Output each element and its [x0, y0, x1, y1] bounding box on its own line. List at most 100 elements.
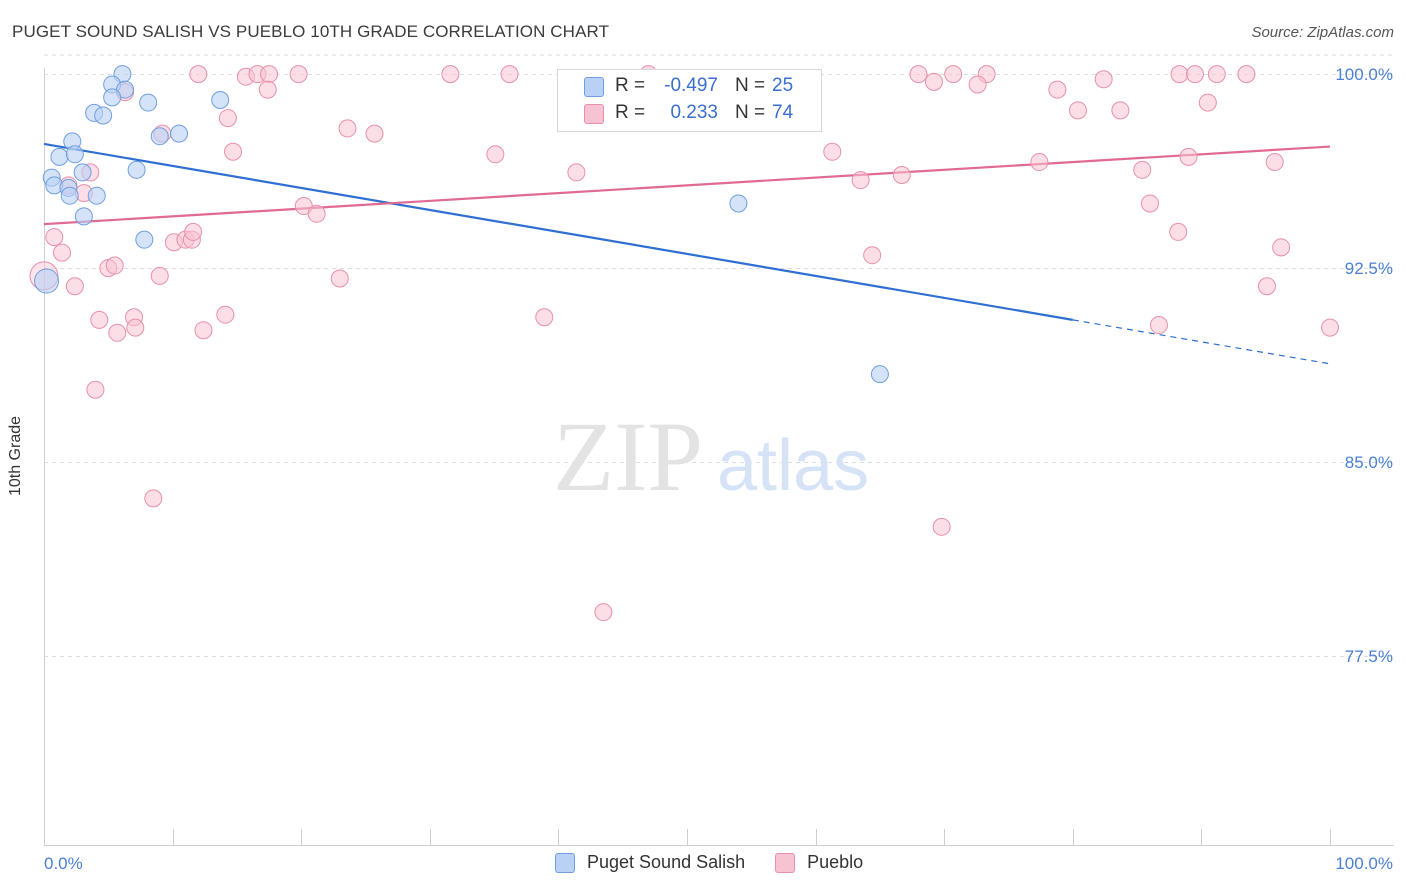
r-value: -0.497 — [664, 75, 718, 96]
y-tick-label: 100.0% — [1335, 65, 1393, 84]
n-value: 25 — [772, 75, 794, 96]
pueblo-point — [307, 204, 326, 223]
pueblo-point — [909, 65, 928, 84]
pueblo-point — [1133, 160, 1152, 179]
pueblo-point — [823, 142, 842, 161]
pueblo-point — [1169, 222, 1188, 241]
legend-item-pueblo[interactable]: Pueblo — [775, 852, 863, 873]
n-label: N = — [735, 102, 766, 123]
pueblo-point — [65, 277, 84, 296]
trend-line-pueblo — [43, 145, 1331, 226]
pueblo-point — [863, 246, 882, 265]
pueblo-point — [45, 228, 64, 247]
legend-swatch-blue — [555, 852, 575, 873]
r-label: R = — [615, 75, 646, 96]
pueblo-point — [126, 318, 145, 337]
pueblo-point — [330, 269, 349, 288]
pueblo-point — [1265, 153, 1284, 172]
x-tick-label-min: 0.0% — [44, 854, 83, 873]
puget-sound-salish-point — [870, 365, 889, 384]
pueblo-point — [90, 310, 109, 329]
y-tick-label: 77.5% — [1345, 647, 1393, 666]
puget-sound-salish-point — [150, 127, 169, 146]
puget-sound-salish-point — [729, 194, 748, 213]
pueblo-points — [29, 65, 1339, 622]
bottom-legend: Puget Sound Salish Pueblo — [555, 852, 893, 873]
x-ticks — [44, 829, 1331, 845]
pueblo-point — [150, 266, 169, 285]
stats-row-pink: R = 0.233 N = 74 — [558, 101, 821, 127]
pueblo-point — [594, 603, 613, 622]
pueblo-point — [1257, 277, 1276, 296]
pueblo-point — [105, 256, 124, 275]
pueblo-point — [1185, 65, 1204, 84]
pueblo-point — [184, 222, 203, 241]
pueblo-point — [486, 145, 505, 164]
pueblo-point — [86, 380, 105, 399]
pueblo-point — [144, 489, 163, 508]
pink-swatch — [584, 104, 604, 124]
blue-swatch — [584, 77, 604, 97]
pueblo-point — [441, 65, 460, 84]
legend-label: Pueblo — [807, 852, 864, 872]
pueblo-point — [1170, 65, 1189, 84]
puget-sound-salish-point — [34, 268, 60, 294]
r-label: R = — [615, 102, 646, 123]
y-tick-labels: 100.0% 92.5% 85.0% 77.5% — [1335, 65, 1393, 666]
stats-legend: R = -0.497 N = 25 R = 0.233 N = 74 — [557, 69, 822, 132]
r-value: 0.233 — [670, 102, 718, 123]
pueblo-point — [851, 171, 870, 190]
puget-sound-salish-point — [73, 163, 92, 182]
trend-line-puget-sound-salish — [43, 142, 1073, 321]
y-tick-label: 92.5% — [1345, 259, 1393, 278]
source-credit: Source: ZipAtlas.com — [1251, 24, 1394, 41]
y-tick-label: 85.0% — [1345, 453, 1393, 472]
axes — [44, 68, 1394, 846]
pueblo-point — [189, 65, 208, 84]
trend-line-puget-sound-salish-extension — [1072, 319, 1331, 365]
pueblo-point — [224, 142, 243, 161]
pueblo-point — [944, 65, 963, 84]
pueblo-point — [1149, 316, 1168, 335]
chart-title: PUGET SOUND SALISH VS PUEBLO 10TH GRADE … — [12, 22, 610, 41]
pueblo-point — [924, 72, 943, 91]
pueblo-point — [108, 323, 127, 342]
pueblo-point — [365, 124, 384, 143]
puget-sound-salish-point — [60, 186, 79, 205]
legend-item-puget-sound-salish[interactable]: Puget Sound Salish — [555, 852, 745, 873]
gridlines — [44, 54, 1394, 657]
pueblo-point — [535, 308, 554, 327]
pueblo-point — [258, 80, 277, 99]
pueblo-point — [1140, 194, 1159, 213]
puget-sound-salish-points — [34, 65, 889, 384]
puget-sound-salish-point — [211, 90, 230, 109]
pueblo-point — [968, 75, 987, 94]
pueblo-point — [289, 65, 308, 84]
pueblo-point — [1321, 318, 1339, 337]
pueblo-point — [260, 65, 279, 84]
pueblo-point — [1111, 101, 1130, 120]
pueblo-point — [1207, 65, 1226, 84]
n-label: N = — [735, 75, 766, 96]
puget-sound-salish-point — [103, 88, 122, 107]
pueblo-point — [1048, 80, 1067, 99]
legend-label: Puget Sound Salish — [587, 852, 746, 872]
watermark-atlas: atlas — [717, 426, 869, 506]
puget-sound-salish-point — [139, 93, 158, 112]
pueblo-point — [1179, 147, 1198, 166]
x-tick-labels: 0.0% 100.0% — [44, 854, 1393, 873]
pueblo-point — [1068, 101, 1087, 120]
pueblo-point — [1030, 153, 1049, 172]
legend-swatch-pink — [775, 852, 796, 873]
puget-sound-salish-point — [87, 186, 106, 205]
pueblo-point — [218, 109, 237, 128]
puget-sound-salish-point — [135, 230, 154, 249]
pueblo-point — [53, 243, 72, 262]
pueblo-point — [194, 321, 213, 340]
puget-sound-salish-point — [170, 124, 189, 143]
pueblo-point — [567, 163, 586, 182]
puget-sound-salish-point — [94, 106, 113, 125]
puget-sound-salish-point — [127, 160, 146, 179]
pueblo-point — [892, 165, 911, 184]
